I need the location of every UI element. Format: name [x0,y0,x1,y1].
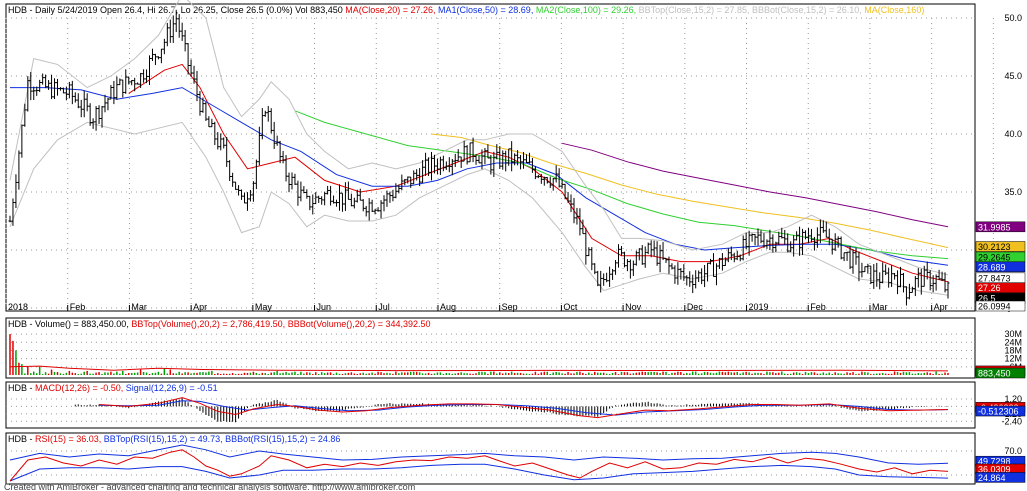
value-tag-label: 49.7298 [978,457,1011,467]
title-segment: HDB - [8,434,35,444]
value-tag-label: 24.864 [978,473,1006,483]
month-label: Apr [934,302,948,312]
y-tick-label: 12M [1004,354,1022,364]
title-segment: MACD(12,26) = -0.50, [35,383,126,393]
title-segment: MA2(Close,100) = 29.26, [536,5,639,15]
value-tag-label: 27.8473 [978,273,1011,283]
y-tick-label: 40.0 [1004,129,1022,139]
month-label: Mar [131,302,147,312]
month-label: Mar [872,302,888,312]
title-segment: HDB - Volume() = 883,450.00, [8,319,131,329]
title-segment: MA1(Close,50) = 28.69, [438,5,536,15]
title-segment: Signal(12,26,9) = -0.51 [126,383,218,393]
y-tick-label: 35.0 [1004,187,1022,197]
title-segment: HDB - [8,383,35,393]
month-label: Apr [193,302,207,312]
value-tag-label: 27.26 [978,283,1001,293]
value-tag-label: 883,450 [978,369,1011,379]
title-segment: BBTop(Volume(),20,2) = 2,786,419.50, [131,319,287,329]
rsi-bbbot-line [9,463,949,482]
overlay-line [431,133,949,249]
title-segment: BBBot(Volume(),20,2) = 344,392.50 [288,319,431,329]
value-tag-label: 26.5 [978,294,996,304]
pane-frame [5,3,976,312]
title-segment: BBBot(Close,15,2) = 26.10, [752,5,864,15]
overlay-line [561,142,949,228]
title-segment: BBTop(RSI(15),15,2) = 49.73, [104,434,225,444]
macd-line [99,397,949,419]
value-tag [975,472,1026,483]
footer-credit: Created with AmiBroker - advanced charti… [4,482,415,491]
month-label: Feb [810,302,826,312]
value-tag-label: 31.9985 [978,222,1011,232]
y-tick-label: -2.40 [1001,416,1022,426]
value-tag-label: 28.689 [978,262,1006,272]
y-tick-label: 45.0 [1004,71,1022,81]
value-tag [975,300,1026,312]
y-tick-label: 18M [1004,345,1022,355]
pane-frame [5,381,976,429]
pane-title: HDB - MACD(12,26) = -0.50, Signal(12,26,… [8,383,218,393]
y-tick-label: 1.20 [1004,394,1022,404]
month-label: May [255,302,273,312]
pane-title: HDB - Daily 5/24/2019 Open 26.4, Hi 26.7… [8,5,924,15]
title-segment: MA(Close,20) = 27.26, [345,5,438,15]
y-tick-label: 24M [1004,337,1022,347]
overlay-line [9,0,949,276]
month-label: Sep [502,302,518,312]
value-tag [975,367,1026,379]
rsi-line [9,449,949,482]
value-tag [975,221,1026,233]
y-tick-label: 50.0 [1004,13,1022,23]
title-segment: MA(Close,160) [864,5,924,15]
month-label: Dec [687,302,704,312]
month-label: Feb [70,302,86,312]
title-segment: RSI(15) = 36.03, [35,434,104,444]
value-tag-label: 29.2645 [978,252,1011,262]
value-tag-label: 36.0309 [978,465,1011,475]
value-tag [975,282,1026,293]
y-tick-label: 70.0 [1004,446,1022,456]
pane-1: 30M24M18M12M6MHDB - Volume() = 883,450.0… [5,317,1026,379]
rsi-bbtop-line [9,444,949,465]
value-tag-label: 26.0994 [978,302,1011,312]
month-label: Aug [440,302,456,312]
title-segment: BBBot(RSI(15),15,2) = 24.86 [225,434,340,444]
pane-title: HDB - Volume() = 883,450.00, BBTop(Volum… [8,319,431,329]
value-tag [975,405,1026,417]
pane-frame [5,317,976,379]
volume-bbtop-line [9,365,949,372]
month-label: Jun [317,302,332,312]
pane-title: HDB - RSI(15) = 36.03, BBTop(RSI(15),15,… [8,434,340,444]
month-label: Nov [625,302,642,312]
y-tick-label: 30M [1004,329,1022,339]
title-segment: BBTop(Close,15,2) = 27.85, [639,5,752,15]
pane-frame [5,432,976,485]
value-tag [975,261,1026,273]
month-label: Oct [563,302,578,312]
month-label: 2019 [749,302,769,312]
month-label: Jul [378,302,390,312]
month-label: 2018 [8,302,28,312]
value-tag-label: -0.512306 [978,407,1019,417]
value-tag [975,241,1026,252]
value-tag-label: 30.2123 [978,242,1011,252]
